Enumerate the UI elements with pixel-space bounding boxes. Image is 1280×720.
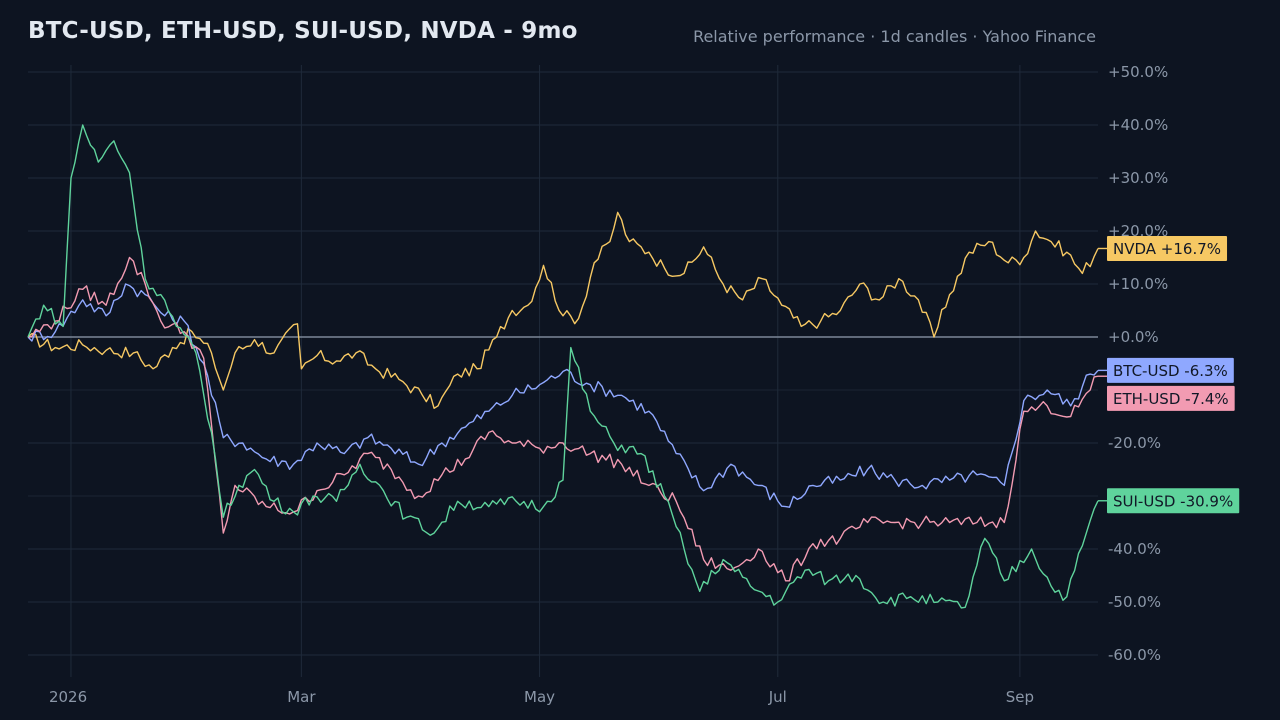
y-axis: +50.0% +40.0% +30.0% +20.0% +10.0% +0.0% -20.0… [1108, 63, 1168, 664]
y-tick-label: +20.0% [1108, 222, 1168, 240]
x-tick-label: Mar [287, 688, 316, 706]
series-line-eth-usd [27, 256, 1099, 582]
x-tick-label: Jul [768, 688, 787, 706]
x-tick-label: May [524, 688, 555, 706]
series-line-sui-usd [27, 124, 1099, 609]
chart-subtitle: Relative performance · 1d candles · Yaho… [693, 27, 1096, 46]
y-tick-label: -40.0% [1108, 540, 1161, 558]
end-label-text-sui-usd: SUI-USD -30.9% [1113, 492, 1233, 510]
y-tick-label: +50.0% [1108, 63, 1168, 81]
end-label-btc-usd [1107, 357, 1234, 383]
chart-title: BTC-USD, ETH-USD, SUI-USD, NVDA - 9mo [28, 18, 578, 44]
y-tick-label: -50.0% [1108, 593, 1161, 611]
x-tick-label: 2026 [49, 688, 87, 706]
y-tick-label: +40.0% [1108, 116, 1168, 134]
end-label-sui-usd [1107, 488, 1240, 514]
x-tick-label: Sep [1006, 688, 1034, 706]
end-label-eth-usd [1107, 385, 1235, 411]
y-tick-label: +10.0% [1108, 275, 1168, 293]
end-label-nvda [1107, 235, 1228, 261]
y-tick-label: +0.0% [1108, 328, 1159, 346]
y-tick-label: -60.0% [1108, 646, 1161, 664]
end-label-text-eth-usd: ETH-USD -7.4% [1113, 390, 1229, 408]
y-tick-label: -20.0% [1108, 434, 1161, 452]
series-line-nvda [27, 211, 1099, 409]
y-tick-label: +30.0% [1108, 169, 1168, 187]
series-lines [27, 124, 1099, 609]
series-end-labels: NVDA +16.7% BTC-USD -6.3% ETH-USD -7.4% SUI… [1098, 235, 1240, 514]
series-line-btc-usd [27, 283, 1099, 508]
end-label-text-nvda: NVDA +16.7% [1113, 240, 1221, 258]
x-axis: 2026 Mar May Jul Sep [49, 688, 1034, 706]
end-label-text-btc-usd: BTC-USD -6.3% [1113, 362, 1228, 380]
